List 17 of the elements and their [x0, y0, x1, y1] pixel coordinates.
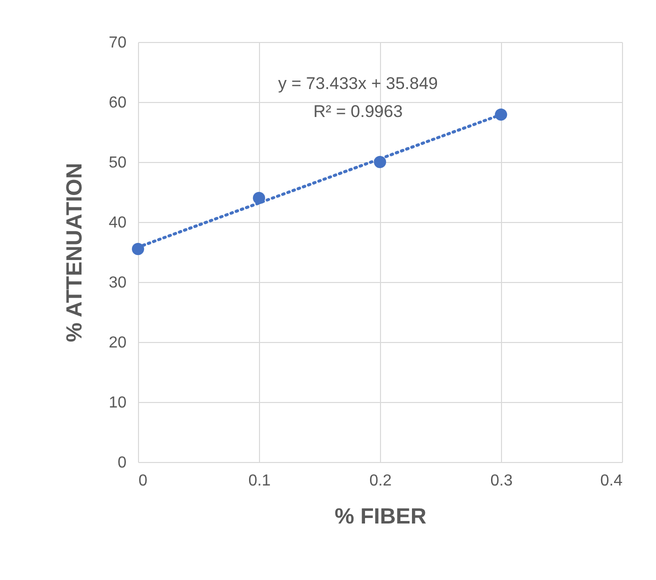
annotation: R² = 0.9963	[313, 102, 403, 121]
y-tick-label: 30	[108, 274, 127, 292]
x-tick-label: 0.3	[490, 472, 513, 490]
y-tick-label: 60	[108, 94, 127, 112]
y-tick-label: 10	[108, 394, 127, 412]
x-tick-label: 0.1	[248, 472, 271, 490]
y-tick-label: 70	[108, 34, 127, 52]
y-tick-label: 40	[108, 214, 127, 232]
y-tick-label: 20	[108, 334, 127, 352]
y-tick-label: 50	[108, 154, 127, 172]
x-tick-label: 0.4	[600, 472, 623, 490]
x-tick-label: 0.2	[369, 472, 392, 490]
y-axis-title: % ATTENUATION	[62, 162, 87, 342]
y-tick-label: 0	[118, 454, 127, 472]
x-tick-label: 0	[138, 472, 148, 490]
x-axis-title: % FIBER	[334, 504, 426, 528]
annotation: y = 73.433x + 35.849	[278, 74, 438, 93]
